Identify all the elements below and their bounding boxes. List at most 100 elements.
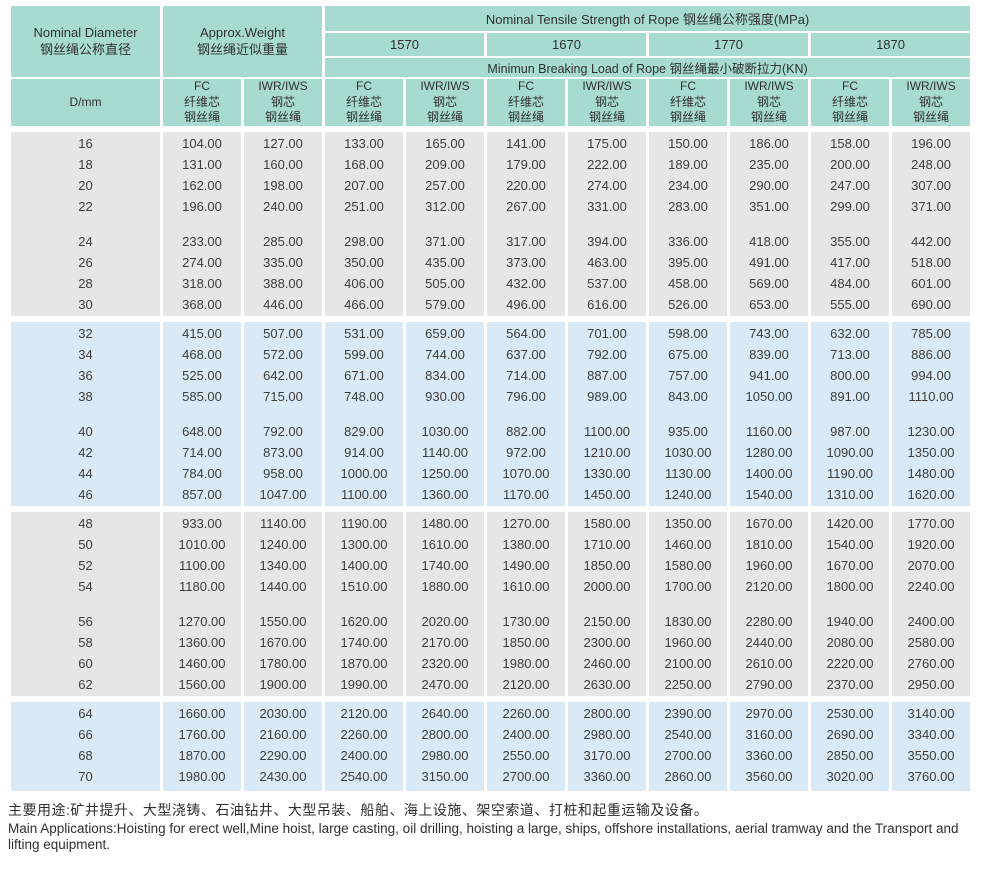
value-cell: 1360.00: [403, 483, 488, 505]
value-cell: 235.00: [727, 153, 812, 175]
value-cell: 209.00: [403, 153, 488, 175]
table-row: 20 162.00 198.00 207.00 257.00 220.00 274.00 23…: [8, 174, 974, 196]
diameter-cell: 68: [8, 744, 163, 766]
value-cell: 891.00: [808, 385, 893, 407]
spacer-cell: [889, 125, 974, 133]
value-cell: 648.00: [160, 420, 244, 442]
spacer-cell: [646, 216, 731, 231]
value-cell: 834.00: [403, 364, 488, 386]
spacer-row: [8, 406, 974, 421]
value-cell: 484.00: [808, 272, 893, 294]
value-cell: 2640.00: [403, 702, 488, 724]
table-row: 60 1460.00 1780.00 1870.00 2320.00 1980.00 246…: [8, 652, 974, 674]
header-fc-1570: FC 纤维芯 钢丝绳: [322, 77, 407, 130]
value-cell: 222.00: [565, 153, 650, 175]
spacer-cell: [403, 125, 488, 133]
value-cell: 1830.00: [646, 610, 731, 632]
value-cell: 632.00: [808, 322, 893, 344]
value-cell: 507.00: [240, 322, 326, 344]
spacer-cell: [484, 125, 569, 133]
value-cell: 930.00: [403, 385, 488, 407]
value-cell: 2160.00: [240, 723, 326, 745]
value-cell: 1240.00: [646, 483, 731, 505]
value-cell: 785.00: [889, 322, 974, 344]
value-cell: 2610.00: [727, 652, 812, 674]
value-cell: 1920.00: [889, 533, 974, 555]
value-cell: 1330.00: [565, 462, 650, 484]
value-cell: 141.00: [484, 132, 569, 154]
spacer-cell: [160, 505, 244, 513]
value-cell: 1490.00: [484, 554, 569, 576]
value-cell: 1100.00: [322, 483, 407, 505]
spacer-cell: [646, 695, 731, 703]
value-cell: 1230.00: [889, 420, 974, 442]
value-cell: 186.00: [727, 132, 812, 154]
value-cell: 2850.00: [808, 744, 893, 766]
table-row: 68 1870.00 2290.00 2400.00 2980.00 2550.00 317…: [8, 744, 974, 766]
value-cell: 2120.00: [484, 673, 569, 695]
value-cell: 3550.00: [889, 744, 974, 766]
spacer-cell: [240, 695, 326, 703]
value-cell: 2100.00: [646, 652, 731, 674]
value-cell: 175.00: [565, 132, 650, 154]
value-cell: 196.00: [160, 195, 244, 217]
value-cell: 274.00: [160, 251, 244, 273]
value-cell: 1360.00: [160, 631, 244, 653]
spacer-cell: [322, 315, 407, 323]
value-cell: 1870.00: [160, 744, 244, 766]
spacer-cell: [322, 504, 407, 509]
value-cell: 2290.00: [240, 744, 326, 766]
value-cell: 882.00: [484, 420, 569, 442]
value-cell: 886.00: [889, 343, 974, 365]
spacer-cell: [727, 406, 812, 421]
value-cell: 1550.00: [240, 610, 326, 632]
spacer-cell: [240, 505, 326, 513]
value-cell: 1670.00: [240, 631, 326, 653]
spacer-cell: [484, 505, 569, 513]
header-iwr-weight: IWR/IWS 钢芯 钢丝绳: [240, 77, 326, 130]
diameter-cell: 50: [8, 533, 163, 555]
value-cell: 466.00: [322, 293, 407, 315]
spacer-cell: [565, 694, 650, 699]
diameter-cell: 30: [8, 293, 163, 315]
value-cell: 2950.00: [889, 673, 974, 695]
spacer-cell: [240, 216, 326, 231]
value-cell: 162.00: [160, 174, 244, 196]
value-cell: 446.00: [240, 293, 326, 315]
value-cell: 642.00: [240, 364, 326, 386]
value-cell: 800.00: [808, 364, 893, 386]
value-cell: 2550.00: [484, 744, 569, 766]
spacer-cell: [727, 315, 812, 323]
value-cell: 3020.00: [808, 765, 893, 787]
value-cell: 355.00: [808, 230, 893, 252]
value-cell: 1850.00: [565, 554, 650, 576]
value-cell: 505.00: [403, 272, 488, 294]
value-cell: 1240.00: [240, 533, 326, 555]
spacer-cell: [403, 504, 488, 509]
value-cell: 3360.00: [727, 744, 812, 766]
value-cell: 792.00: [565, 343, 650, 365]
value-cell: 1960.00: [727, 554, 812, 576]
value-cell: 248.00: [889, 153, 974, 175]
value-cell: 3760.00: [889, 765, 974, 787]
value-cell: 1420.00: [808, 512, 893, 534]
value-cell: 317.00: [484, 230, 569, 252]
value-cell: 1380.00: [484, 533, 569, 555]
value-cell: 496.00: [484, 293, 569, 315]
spacer-cell: [889, 596, 974, 611]
value-cell: 285.00: [240, 230, 326, 252]
value-cell: 3170.00: [565, 744, 650, 766]
value-cell: 165.00: [403, 132, 488, 154]
spacer-cell: [808, 786, 893, 791]
value-cell: 1800.00: [808, 575, 893, 597]
value-cell: 989.00: [565, 385, 650, 407]
diameter-cell: 46: [8, 483, 163, 505]
spacer-cell: [240, 504, 326, 509]
value-cell: 3150.00: [403, 765, 488, 787]
value-cell: 2080.00: [808, 631, 893, 653]
spacer-cell: [403, 314, 488, 319]
value-cell: 2120.00: [727, 575, 812, 597]
value-cell: 2440.00: [727, 631, 812, 653]
value-cell: 491.00: [727, 251, 812, 273]
value-cell: 2120.00: [322, 702, 407, 724]
